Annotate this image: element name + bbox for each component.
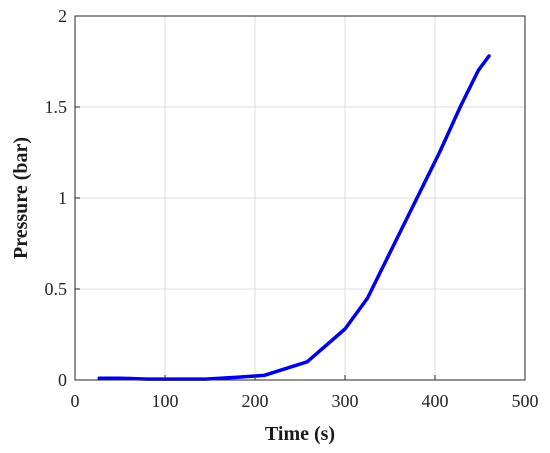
y-tick-label: 0 [58,370,67,390]
ticks [74,15,526,381]
x-tick-labels: 0 100 200 300 400 500 [71,391,539,411]
x-tick-label: 300 [332,391,359,411]
y-axis-label: Pressure (bar) [10,137,32,259]
y-tick-label: 1 [58,188,67,208]
x-tick-label: 500 [512,391,539,411]
x-tick-label: 100 [152,391,179,411]
series-layer [97,54,491,381]
y-tick-label: 1.5 [45,97,68,117]
x-tick-label: 400 [422,391,449,411]
x-axis-label: Time (s) [265,423,335,445]
y-tick-label: 0.5 [45,279,68,299]
y-tick-labels: 0 0.5 1 1.5 2 [45,6,68,390]
series-line [97,54,491,381]
x-tick-label: 0 [71,391,80,411]
x-tick-label: 200 [242,391,269,411]
y-tick-label: 2 [58,6,67,26]
